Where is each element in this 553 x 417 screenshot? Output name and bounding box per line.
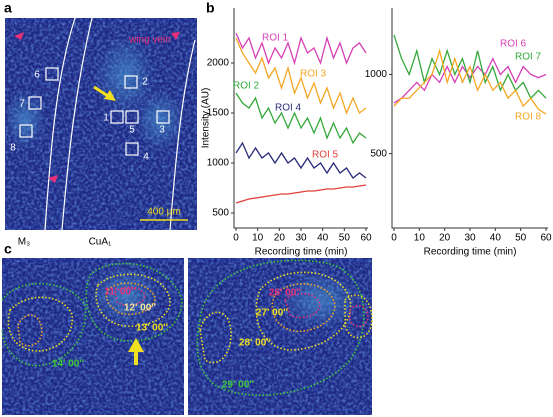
x-axis-label: Recording time (min) [255, 247, 348, 258]
y-axis-label: Intensity (AU) [201, 88, 212, 149]
roi-number: 7 [19, 99, 25, 110]
image-c [1, 258, 373, 415]
wing-vein-label: wing vein [128, 35, 171, 46]
x-tick-label: 0 [233, 233, 239, 244]
roi-number: 6 [34, 70, 40, 81]
panel-label: b [206, 0, 215, 16]
line-series [393, 48, 547, 115]
y-tick-label: 1000 [365, 69, 388, 80]
series-label: ROI 6 [500, 39, 527, 50]
y-tick-label: 500 [370, 148, 387, 159]
vein-label: M₃ [18, 237, 30, 248]
x-tick-label: 60 [540, 233, 552, 244]
axis [391, 8, 548, 229]
series-label: ROI 3 [300, 69, 327, 80]
line-series [393, 34, 547, 100]
time-label: 14' 00'' [52, 359, 84, 370]
x-tick-label: 10 [414, 233, 426, 244]
x-tick-label: 60 [360, 233, 372, 244]
series-label: ROI 1 [262, 33, 289, 44]
time-label: 11' 00'' [104, 287, 136, 298]
x-tick-label: 10 [252, 233, 264, 244]
x-tick-label: 40 [490, 233, 502, 244]
y-tick-label: 1000 [207, 158, 230, 169]
series-label: ROI 8 [515, 112, 542, 123]
axis [233, 8, 368, 229]
roi-number: 2 [142, 77, 148, 88]
line-series [235, 92, 367, 145]
scale-bar-label: 400 µm [147, 207, 181, 218]
time-label: 29' 00'' [222, 380, 254, 391]
roi-number: 1 [103, 113, 109, 124]
x-axis-label: Recording time (min) [424, 247, 517, 258]
x-tick-label: 30 [295, 233, 307, 244]
x-tick-label: 20 [439, 233, 451, 244]
time-label: 12' 00'' [124, 303, 156, 314]
y-tick-label: 1500 [207, 108, 230, 119]
time-label: 28' 00'' [239, 338, 271, 349]
series-label: ROI 4 [275, 103, 302, 114]
x-tick-label: 50 [515, 233, 527, 244]
x-tick-label: 50 [339, 233, 351, 244]
line-series [393, 57, 547, 104]
panel-label: c [4, 241, 12, 257]
roi-number: 8 [10, 143, 16, 154]
x-tick-label: 0 [391, 233, 397, 244]
vein-label: CuA₁ [89, 237, 112, 248]
image-a [5, 17, 197, 231]
y-tick-label: 500 [212, 208, 229, 219]
time-label: 26' 00'' [269, 288, 301, 299]
y-tick-label: 2000 [207, 58, 230, 69]
series-label: ROI 5 [312, 150, 339, 161]
series-label: ROI 2 [233, 81, 260, 92]
x-tick-label: 40 [317, 233, 329, 244]
line-series [235, 32, 367, 66]
roi-number: 5 [129, 125, 135, 136]
time-label: 27' 00'' [256, 308, 288, 319]
panel-label: a [4, 0, 12, 16]
roi-number: 3 [159, 125, 165, 136]
line-series [235, 141, 367, 179]
x-tick-label: 20 [274, 233, 286, 244]
line-series [235, 37, 367, 115]
series-label: ROI 7 [515, 52, 542, 63]
roi-number: 4 [143, 152, 149, 163]
line-series [235, 184, 367, 204]
x-tick-label: 30 [464, 233, 476, 244]
time-label: 13' 00'' [136, 323, 168, 334]
